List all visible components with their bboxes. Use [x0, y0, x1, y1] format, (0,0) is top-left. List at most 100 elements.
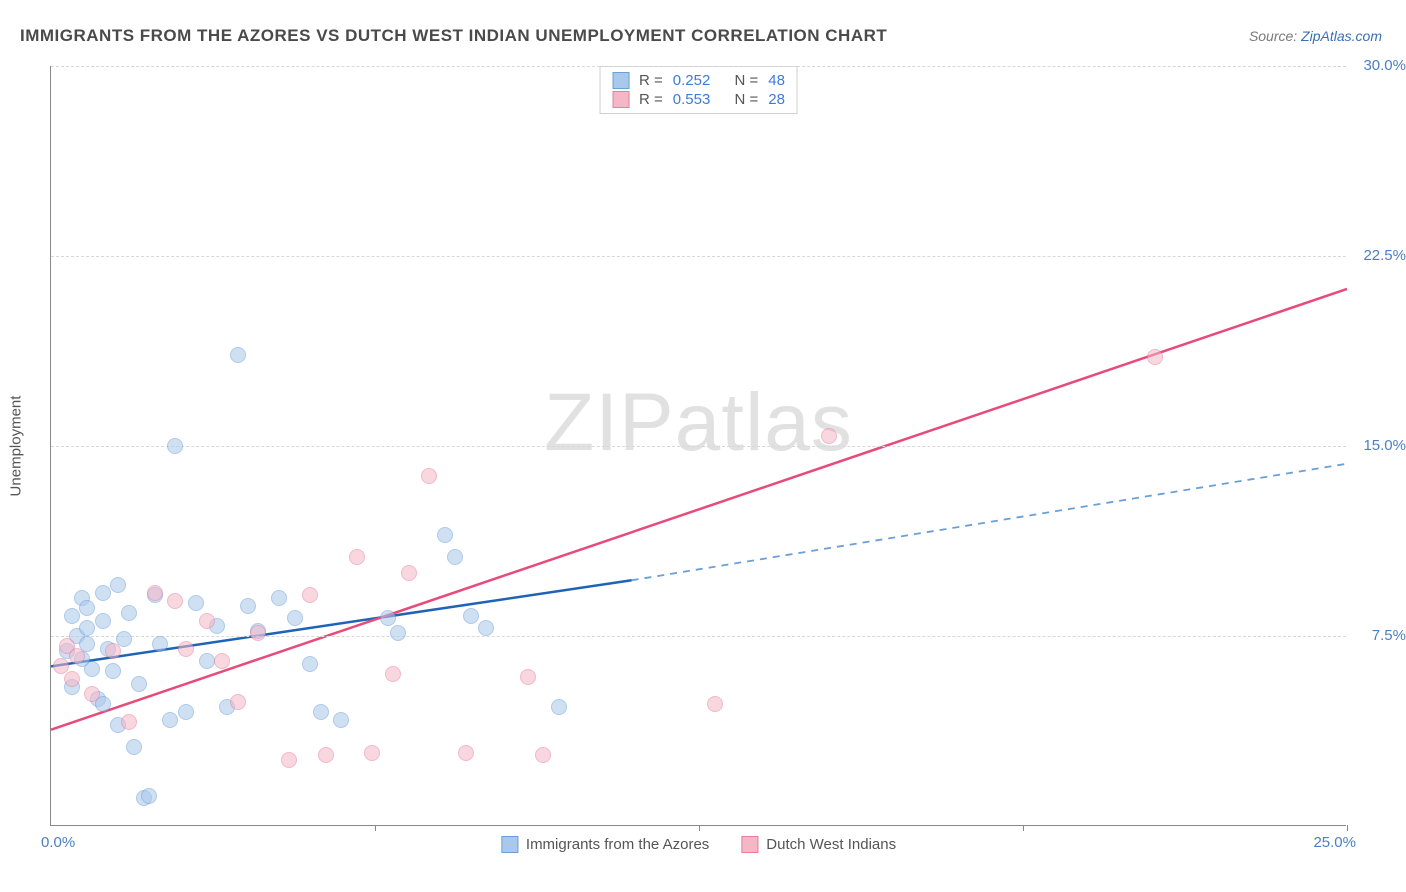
watermark-bold: ZIP [544, 377, 675, 468]
data-point-azores [199, 653, 215, 669]
legend-item-dutch: Dutch West Indians [741, 836, 896, 853]
data-point-dutch [281, 752, 297, 768]
legend-item-azores: Immigrants from the Azores [501, 836, 709, 853]
data-point-dutch [250, 625, 266, 641]
data-point-dutch [1147, 349, 1163, 365]
n-value-dutch: 28 [768, 91, 785, 108]
data-point-azores [240, 598, 256, 614]
y-tick-label: 7.5% [1352, 627, 1406, 644]
data-point-dutch [84, 686, 100, 702]
data-point-azores [188, 595, 204, 611]
data-point-azores [463, 608, 479, 624]
data-point-azores [230, 347, 246, 363]
data-point-dutch [64, 671, 80, 687]
data-point-dutch [707, 696, 723, 712]
data-point-azores [162, 712, 178, 728]
data-point-azores [64, 608, 80, 624]
source-link[interactable]: ZipAtlas.com [1301, 28, 1382, 44]
legend-stats-box: R = 0.252 N = 48 R = 0.553 N = 28 [599, 66, 798, 114]
n-label: N = [735, 91, 759, 108]
data-point-dutch [401, 565, 417, 581]
data-point-azores [313, 704, 329, 720]
gridline-h [51, 66, 1346, 67]
data-point-dutch [167, 593, 183, 609]
data-point-azores [79, 620, 95, 636]
watermark-thin: atlas [675, 377, 853, 468]
chart-title: IMMIGRANTS FROM THE AZORES VS DUTCH WEST… [20, 26, 887, 46]
x-axis-tick-mark [375, 825, 376, 831]
data-point-azores [167, 438, 183, 454]
x-tick-min: 0.0% [41, 834, 75, 851]
source-attribution: Source: ZipAtlas.com [1249, 28, 1382, 44]
x-axis-tick-mark [1347, 825, 1348, 831]
data-point-dutch [302, 587, 318, 603]
data-point-dutch [535, 747, 551, 763]
data-point-dutch [318, 747, 334, 763]
y-tick-label: 15.0% [1352, 437, 1406, 454]
data-point-azores [95, 585, 111, 601]
data-point-azores [437, 527, 453, 543]
r-label: R = [639, 91, 663, 108]
data-point-azores [126, 739, 142, 755]
data-point-azores [302, 656, 318, 672]
data-point-azores [178, 704, 194, 720]
data-point-azores [287, 610, 303, 626]
source-label: Source: [1249, 28, 1297, 44]
gridline-h [51, 446, 1346, 447]
swatch-dutch-icon [612, 91, 629, 108]
data-point-azores [121, 605, 137, 621]
data-point-azores [79, 600, 95, 616]
data-point-dutch [821, 428, 837, 444]
data-point-dutch [178, 641, 194, 657]
watermark: ZIPatlas [544, 376, 853, 470]
data-point-azores [333, 712, 349, 728]
data-point-dutch [214, 653, 230, 669]
legend-label-dutch: Dutch West Indians [766, 836, 896, 853]
y-tick-label: 22.5% [1352, 247, 1406, 264]
data-point-dutch [421, 468, 437, 484]
data-point-azores [390, 625, 406, 641]
data-point-dutch [364, 745, 380, 761]
gridline-h [51, 256, 1346, 257]
r-label: R = [639, 72, 663, 89]
legend-series-box: Immigrants from the Azores Dutch West In… [501, 836, 896, 853]
x-axis-tick-mark [699, 825, 700, 831]
x-axis-tick-mark [1023, 825, 1024, 831]
data-point-azores [131, 676, 147, 692]
data-point-dutch [105, 643, 121, 659]
data-point-azores [141, 788, 157, 804]
data-point-dutch [121, 714, 137, 730]
r-value-azores: 0.252 [673, 72, 711, 89]
data-point-azores [105, 663, 121, 679]
data-point-azores [551, 699, 567, 715]
y-tick-label: 30.0% [1352, 57, 1406, 74]
legend-label-azores: Immigrants from the Azores [526, 836, 709, 853]
data-point-dutch [349, 549, 365, 565]
data-point-azores [152, 636, 168, 652]
data-point-dutch [458, 745, 474, 761]
data-point-dutch [199, 613, 215, 629]
swatch-dutch-icon [741, 836, 758, 853]
plot-area: ZIPatlas R = 0.252 N = 48 R = 0.553 N = … [50, 66, 1346, 826]
data-point-azores [95, 613, 111, 629]
data-point-azores [271, 590, 287, 606]
data-point-dutch [147, 585, 163, 601]
legend-row-azores: R = 0.252 N = 48 [612, 71, 785, 90]
r-value-dutch: 0.553 [673, 91, 711, 108]
data-point-dutch [520, 669, 536, 685]
data-point-azores [380, 610, 396, 626]
swatch-azores-icon [612, 72, 629, 89]
y-axis-label: Unemployment [8, 396, 25, 497]
data-point-dutch [385, 666, 401, 682]
x-tick-max: 25.0% [1313, 834, 1356, 851]
n-label: N = [735, 72, 759, 89]
data-point-dutch [230, 694, 246, 710]
data-point-azores [478, 620, 494, 636]
swatch-azores-icon [501, 836, 518, 853]
data-point-dutch [69, 648, 85, 664]
legend-row-dutch: R = 0.553 N = 28 [612, 90, 785, 109]
data-point-azores [110, 577, 126, 593]
data-point-azores [447, 549, 463, 565]
n-value-azores: 48 [768, 72, 785, 89]
gridline-h [51, 636, 1346, 637]
